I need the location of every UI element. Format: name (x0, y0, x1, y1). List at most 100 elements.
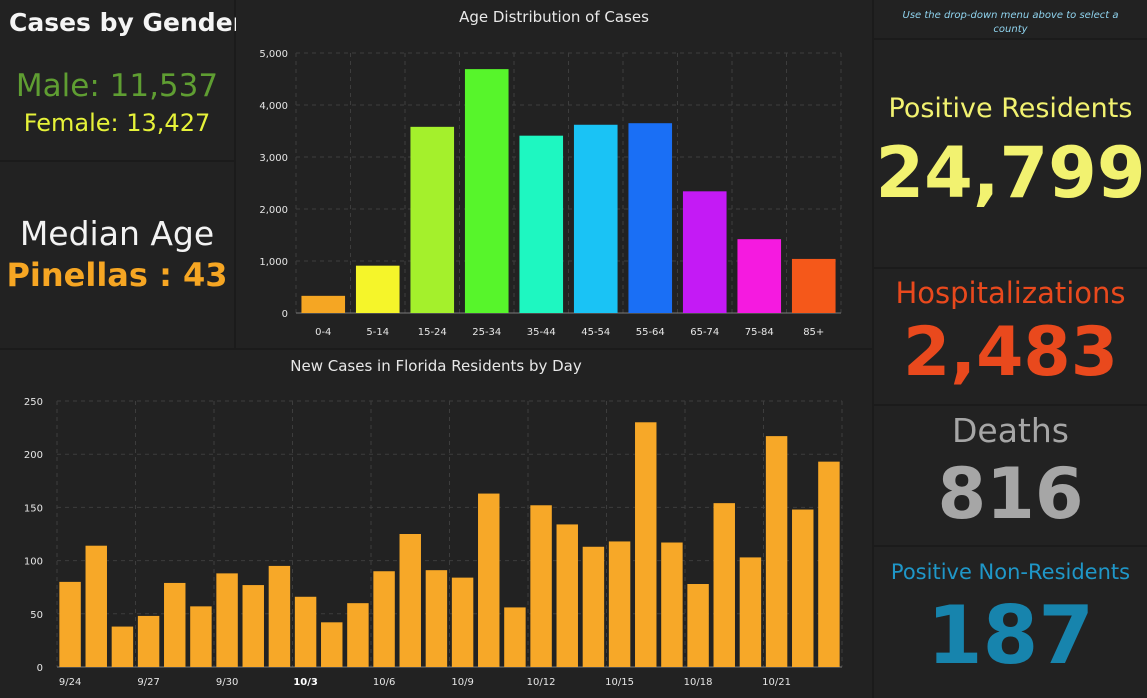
age-y-tick-label: 5,000 (259, 49, 288, 60)
daily-bar (59, 581, 81, 667)
age-bar (464, 69, 509, 314)
age-y-tick-label: 3,000 (259, 153, 288, 164)
age-bar (628, 123, 673, 313)
age-x-tick-label: 15-24 (418, 327, 447, 338)
daily-bar (399, 534, 421, 667)
hospitalizations-label: Hospitalizations (895, 276, 1126, 310)
median-age-value: Pinellas : 43 (0, 256, 234, 294)
daily-bar (478, 493, 500, 667)
age-x-tick-label: 0-4 (315, 327, 331, 338)
daily-x-tick-label: 9/24 (59, 677, 81, 688)
age-bar (355, 265, 400, 313)
age-bar (410, 126, 455, 313)
daily-bar (164, 582, 186, 667)
daily-bar (556, 524, 578, 667)
daily-bar (687, 584, 709, 667)
daily-bar (635, 422, 657, 667)
age-y-tick-label: 2,000 (259, 205, 288, 216)
median-county: Pinellas (6, 256, 148, 294)
daily-x-tick-label: 10/18 (684, 677, 713, 688)
positive-nonresidents-label: Positive Non-Residents (890, 560, 1131, 584)
daily-bar (792, 509, 814, 667)
hospitalizations-value: 2,483 (902, 313, 1119, 392)
daily-bar (268, 565, 291, 667)
positive-nonresidents-value: 187 (927, 589, 1094, 682)
median-age-panel: Median Age Pinellas : 43 (0, 162, 234, 348)
age-x-tick-label: 25-34 (472, 327, 501, 338)
daily-bar (242, 585, 264, 667)
age-y-tick-label: 4,000 (259, 101, 288, 112)
daily-y-tick-label: 200 (24, 450, 43, 461)
daily-chart-title: New Cases in Florida Residents by Day (290, 357, 582, 375)
daily-cases-panel: New Cases in Florida Residents by Day 0 5… (0, 350, 872, 698)
daily-bar (190, 606, 212, 667)
age-x-tick-label: 75-84 (745, 327, 774, 338)
gender-title: Cases by Gender (9, 8, 245, 37)
daily-bar (373, 571, 395, 667)
cases-by-gender-panel: Cases by Gender Male: 11,537 Female: 13,… (0, 0, 245, 160)
daily-bar (425, 570, 448, 667)
daily-y-tick-label: 100 (24, 557, 43, 568)
county-hint-panel: Use the drop-down menu above to select a… (874, 0, 1147, 38)
age-x-tick-label: 85+ (803, 327, 824, 338)
daily-bar (504, 607, 526, 667)
age-bar (573, 124, 618, 313)
daily-bar (216, 573, 238, 667)
county-hint-text: Use the drop-down menu above to select a… (902, 10, 1119, 35)
daily-bar (451, 577, 474, 667)
age-y-tick-label: 0 (282, 309, 288, 320)
deaths-panel: Deaths 816 (874, 406, 1147, 545)
age-x-tick-label: 35-44 (527, 327, 556, 338)
daily-bar (347, 603, 369, 667)
daily-bar (85, 545, 107, 667)
daily-y-tick-label: 250 (24, 397, 43, 408)
daily-y-tick-label: 150 (24, 503, 43, 514)
daily-x-tick-label: 10/12 (527, 677, 556, 688)
daily-bar (661, 542, 683, 667)
male-count: Male: 11,537 (15, 68, 219, 104)
median-separator: : (147, 256, 184, 294)
age-bar (682, 191, 727, 313)
deaths-label: Deaths (952, 411, 1069, 450)
daily-x-tick-label: 10/3 (293, 677, 318, 688)
median-age-label: Median Age (19, 214, 215, 253)
age-bar (737, 239, 782, 313)
deaths-value: 816 (937, 453, 1084, 535)
female-count: Female: 13,427 (23, 109, 211, 137)
daily-bar (294, 596, 317, 667)
daily-bar (608, 541, 631, 667)
age-x-tick-label: 45-54 (581, 327, 610, 338)
daily-bar (321, 622, 343, 667)
daily-bar (530, 505, 552, 667)
age-chart-title: Age Distribution of Cases (459, 8, 649, 26)
daily-bar (765, 436, 788, 667)
daily-x-tick-label: 10/9 (451, 677, 473, 688)
positive-residents-label: Positive Residents (888, 93, 1133, 124)
age-x-tick-label: 65-74 (690, 327, 719, 338)
daily-y-tick-label: 0 (37, 663, 43, 674)
age-bar (301, 295, 346, 313)
daily-bar (582, 546, 605, 667)
positive-nonresidents-panel: Positive Non-Residents 187 (874, 547, 1147, 698)
hospitalizations-panel: Hospitalizations 2,483 (874, 269, 1147, 404)
daily-x-tick-label: 9/27 (137, 677, 159, 688)
daily-x-tick-label: 10/15 (605, 677, 634, 688)
daily-x-tick-label: 10/6 (373, 677, 395, 688)
positive-residents-value: 24,799 (875, 132, 1146, 214)
daily-bar (137, 615, 160, 667)
age-y-tick-label: 1,000 (259, 257, 288, 268)
age-bar (791, 258, 836, 313)
daily-bar (818, 461, 840, 667)
median-number: 43 (183, 256, 228, 294)
daily-bar (713, 503, 735, 667)
daily-bar (111, 626, 134, 667)
daily-bar (739, 557, 762, 667)
age-bar (519, 135, 564, 313)
positive-residents-panel: Positive Residents 24,799 (874, 40, 1147, 267)
daily-x-tick-label: 10/21 (762, 677, 791, 688)
age-distribution-chart: 0 1,000 2,000 3,000 4,000 5,000 0-4 5-14 15-24 25… (259, 49, 842, 338)
age-x-tick-label: 55-64 (636, 327, 665, 338)
age-distribution-panel: Age Distribution of Cases 0 1,000 2,000 3,0… (236, 0, 872, 348)
daily-cases-chart: 0 50 100 150 200 250 9/24 9/27 9/30 10/3 10/6 10/9 1… (24, 397, 843, 688)
daily-x-tick-label: 9/30 (216, 677, 238, 688)
